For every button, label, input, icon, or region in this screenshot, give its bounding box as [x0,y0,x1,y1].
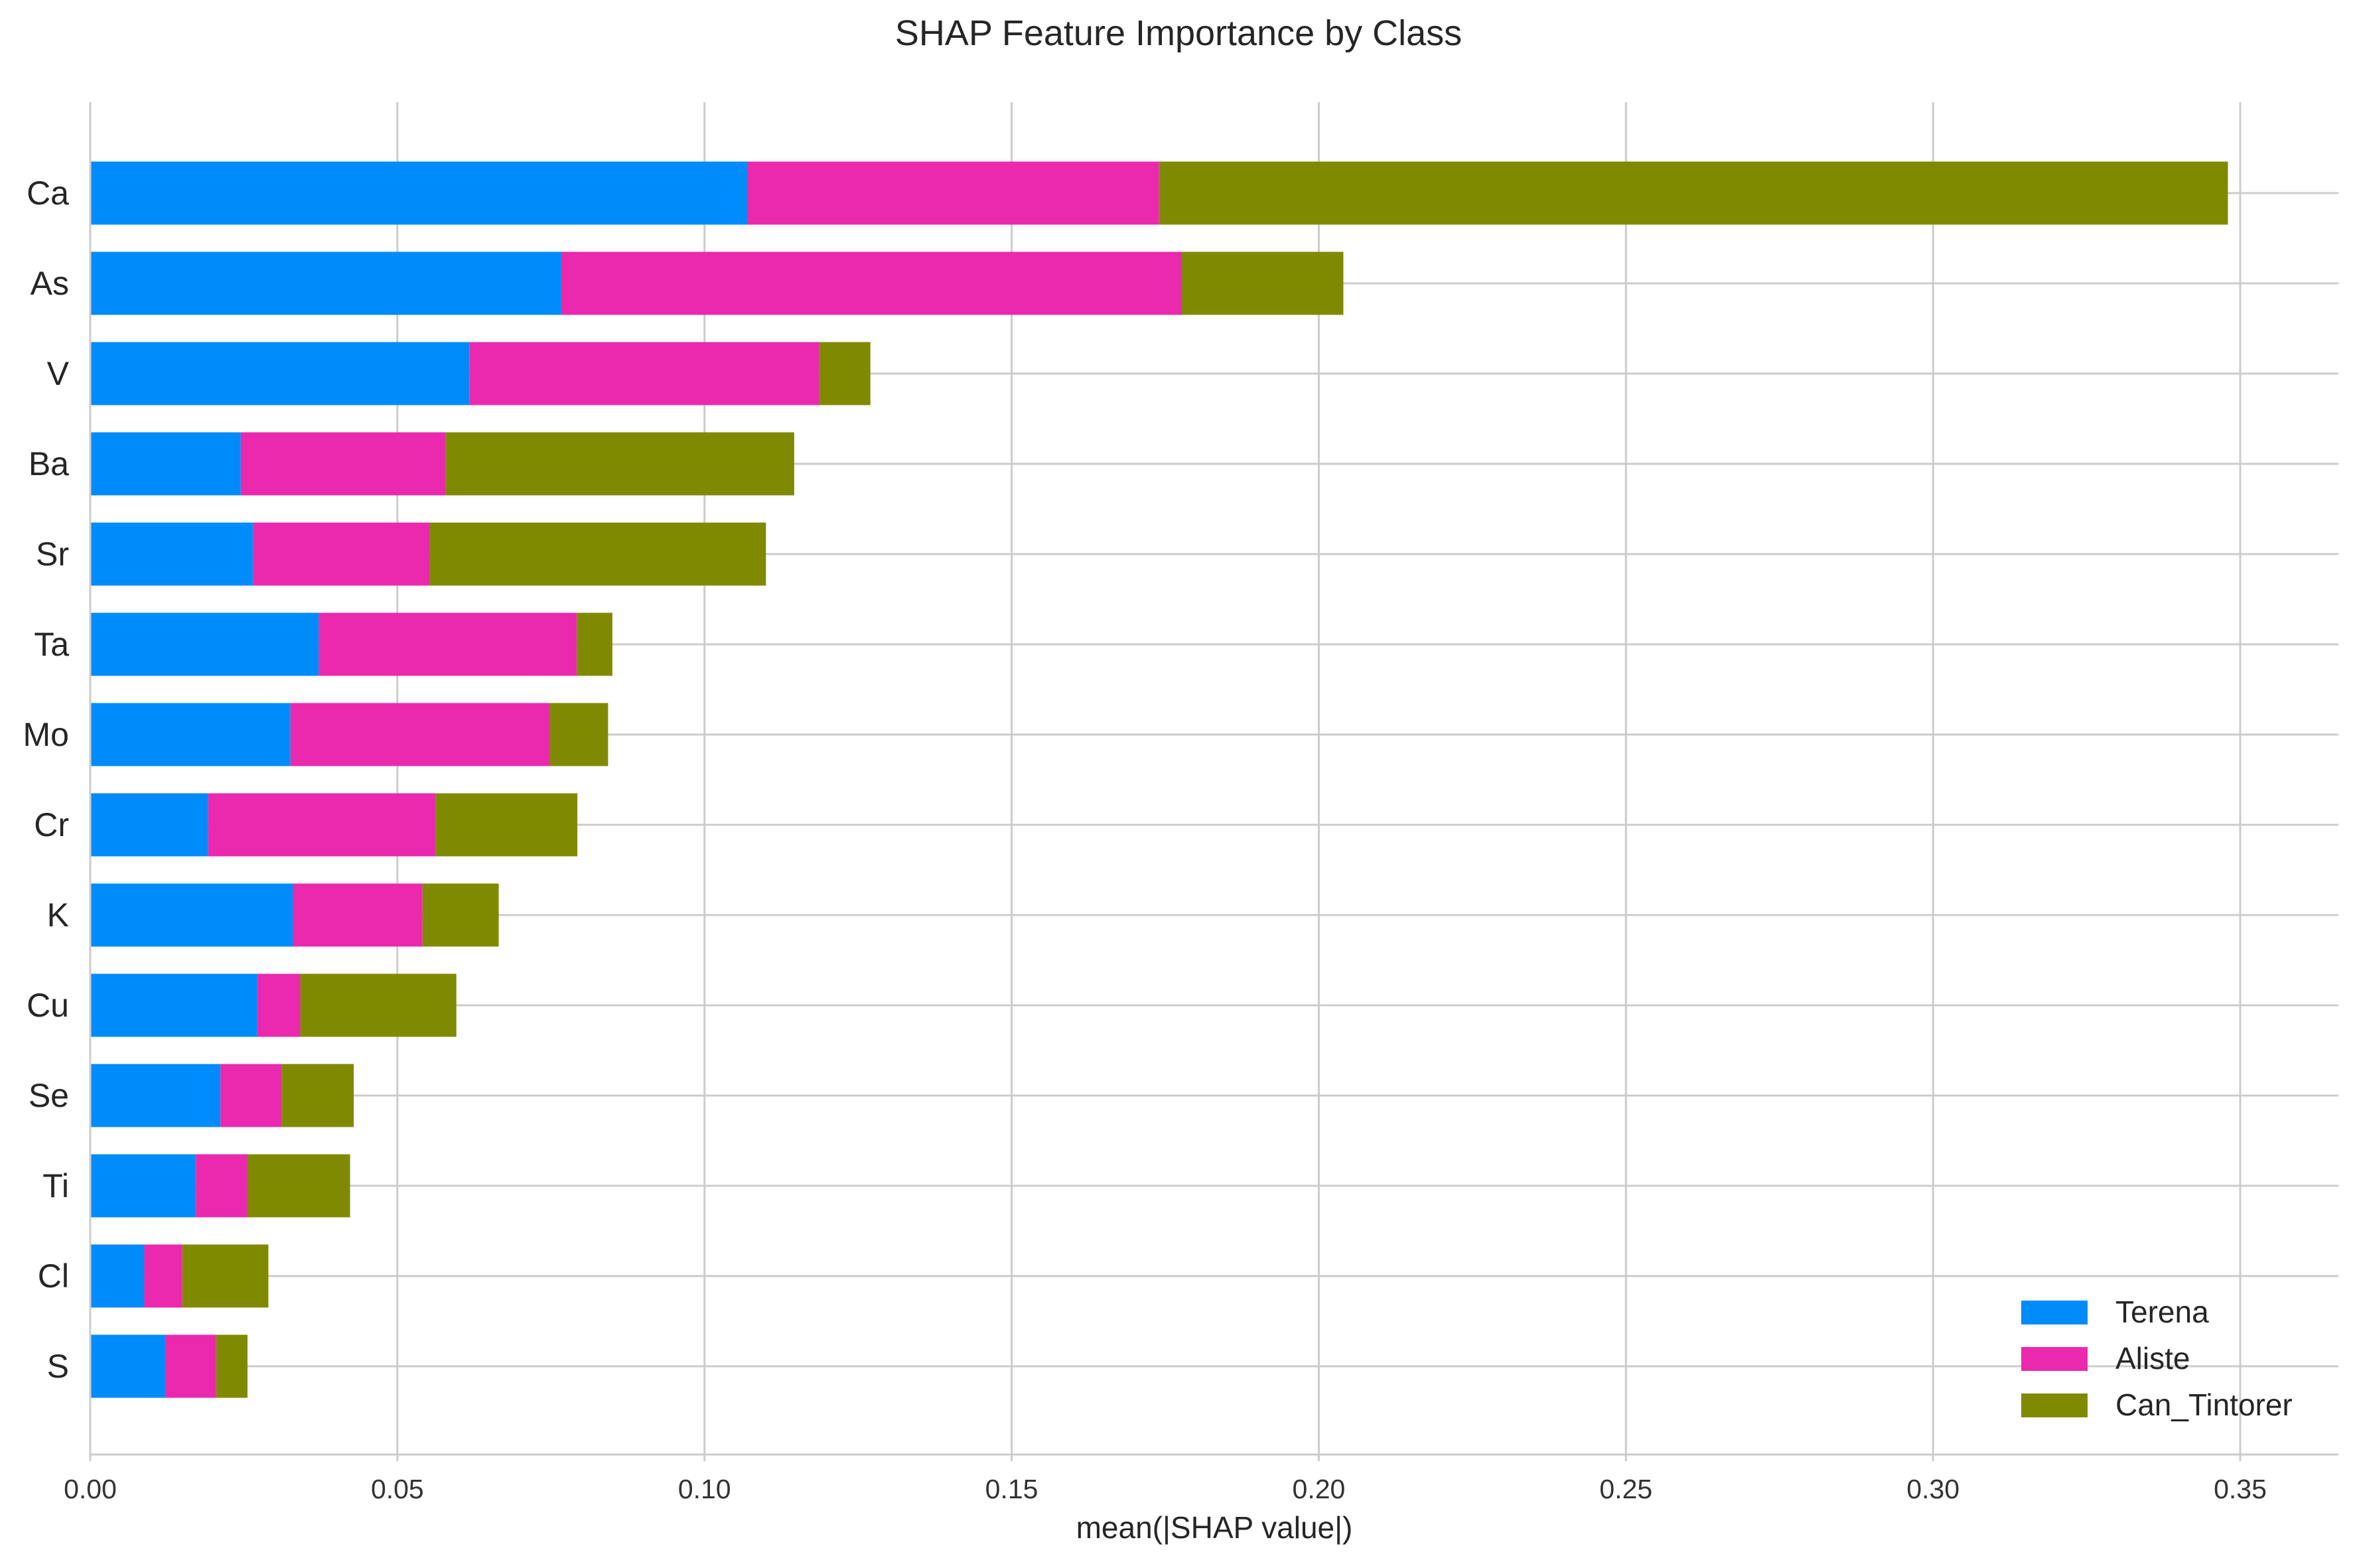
bar-as-can-tintorer [1181,251,1344,315]
bar-mo-terena [90,703,291,766]
x-tick-label: 0.15 [985,1474,1038,1504]
bar-ba-aliste [240,432,446,496]
chart-title: SHAP Feature Importance by Class [895,13,1462,53]
y-tick-label-cu: Cu [27,987,69,1024]
x-tick-label: 0.30 [1906,1474,1960,1504]
x-tick-label: 0.10 [678,1474,731,1504]
bar-cr-can-tintorer [435,793,578,857]
bar-cl-aliste [144,1244,182,1308]
x-tick-label: 0.05 [371,1474,424,1504]
bar-ti-aliste [196,1154,248,1218]
legend-swatch-can-tintorer [2021,1393,2088,1417]
axis-layer [89,102,2338,1461]
bar-mo-aliste [290,703,550,766]
y-tick-label-k: K [47,896,69,934]
x-tick-label: 0.35 [2214,1474,2267,1504]
bar-s-aliste [165,1334,216,1398]
bars-layer [90,161,2228,1398]
bar-cr-terena [90,793,208,857]
bar-ta-aliste [319,612,577,676]
y-tick-label-ti: Ti [42,1167,69,1204]
bar-ca-aliste [747,161,1159,225]
legend-swatch-terena [2021,1301,2088,1324]
legend-label-can-tintorer: Can_Tintorer [2115,1388,2293,1422]
bar-k-can-tintorer [422,883,499,947]
y-tick-label-sr: Sr [36,535,69,573]
bar-v-can-tintorer [819,342,871,405]
bar-se-terena [90,1064,221,1127]
y-tick-label-s: S [47,1348,69,1385]
bar-cl-can-tintorer [182,1244,269,1308]
y-tick-label-cr: Cr [34,806,69,843]
bar-ta-terena [90,612,319,676]
y-tick-label-ta: Ta [34,626,69,663]
legend-label-terena: Terena [2115,1295,2209,1329]
y-tick-label-ca: Ca [27,175,69,212]
bar-sr-aliste [253,522,430,586]
bar-v-aliste [469,342,820,405]
bar-as-terena [90,251,562,315]
bar-mo-can-tintorer [549,703,608,766]
bar-v-terena [90,342,470,405]
bar-ca-can-tintorer [1159,161,2228,225]
x-axis-label: mean(|SHAP value|) [1076,1510,1353,1545]
x-tick-label: 0.20 [1293,1474,1346,1504]
y-tick-label-v: V [47,355,70,392]
legend-label-aliste: Aliste [2115,1341,2190,1376]
bar-as-aliste [561,251,1182,315]
bar-ca-terena [90,161,748,225]
bar-ba-terena [90,432,241,496]
bar-se-aliste [220,1064,282,1127]
legend: Terena Aliste Can_Tintorer [2021,1295,2293,1422]
bar-cu-aliste [257,973,301,1037]
bar-cu-can-tintorer [300,973,457,1037]
legend-swatch-aliste [2021,1347,2088,1371]
y-tick-label-ba: Ba [29,445,69,482]
bar-sr-terena [90,522,253,586]
y-tick-label-se: Se [29,1077,69,1114]
x-tick-label: 0.00 [64,1474,117,1504]
bar-se-can-tintorer [281,1064,354,1127]
bar-k-aliste [293,883,423,947]
bar-s-can-tintorer [216,1334,248,1398]
bar-ti-can-tintorer [247,1154,350,1218]
bar-sr-can-tintorer [429,522,766,586]
bar-ti-terena [90,1154,196,1218]
y-tick-labels: Ca As V Ba Sr Ta Mo Cr K Cu Se Ti Cl S [23,175,70,1385]
bar-cr-aliste [208,793,436,857]
y-tick-label-as: As [31,265,69,302]
bar-cl-terena [90,1244,145,1308]
bar-cu-terena [90,973,257,1037]
y-tick-label-cl: Cl [38,1257,69,1295]
x-tick-label: 0.25 [1599,1474,1652,1504]
bar-ta-can-tintorer [577,612,612,676]
bar-s-terena [90,1334,165,1398]
bar-k-terena [90,883,293,947]
bar-ba-can-tintorer [445,432,794,496]
x-tick-labels: 0.00 0.05 0.10 0.15 0.20 0.25 0.30 0.35 [64,1474,2267,1504]
y-tick-label-mo: Mo [23,716,69,753]
